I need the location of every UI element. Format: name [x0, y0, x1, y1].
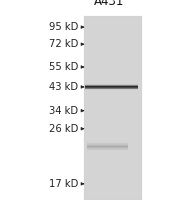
Bar: [87, 149, 128, 150]
Text: 95 kD: 95 kD: [49, 22, 78, 32]
Bar: [85, 85, 138, 86]
Bar: [87, 142, 128, 143]
Bar: [87, 143, 128, 144]
Bar: [87, 143, 128, 144]
Bar: [84, 16, 142, 200]
Bar: [87, 145, 128, 146]
Bar: [87, 144, 128, 145]
Text: 17 kD: 17 kD: [49, 179, 78, 189]
Text: 72 kD: 72 kD: [49, 39, 78, 49]
Bar: [87, 148, 128, 149]
Bar: [85, 88, 138, 89]
Text: A431: A431: [94, 0, 125, 8]
Bar: [85, 86, 138, 87]
Bar: [85, 84, 138, 85]
Bar: [87, 150, 128, 151]
Bar: [84, 16, 142, 200]
Text: 26 kD: 26 kD: [49, 124, 78, 134]
Bar: [87, 149, 128, 150]
Bar: [87, 147, 128, 148]
Text: 55 kD: 55 kD: [49, 62, 78, 72]
Text: 43 kD: 43 kD: [49, 82, 78, 92]
Bar: [85, 88, 138, 89]
Text: 34 kD: 34 kD: [49, 106, 78, 116]
Bar: [85, 87, 138, 88]
Bar: [87, 146, 128, 147]
Bar: [85, 89, 138, 90]
